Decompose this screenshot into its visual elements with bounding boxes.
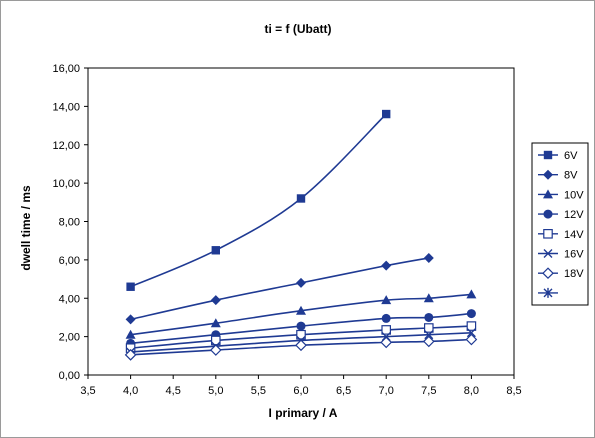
x-tick-label: 6,5	[336, 385, 351, 397]
legend-marker	[543, 229, 553, 239]
legend-box	[531, 142, 589, 306]
y-tick-label: 2,00	[59, 332, 80, 344]
data-point	[422, 335, 435, 348]
series-6v	[126, 109, 391, 291]
data-point	[381, 313, 391, 323]
legend-label: 12V	[564, 209, 584, 221]
data-point	[125, 314, 136, 325]
x-tick-label: 6,0	[293, 385, 308, 397]
legend-item: 10V	[538, 189, 584, 201]
x-tick-label: 7,5	[421, 385, 436, 397]
data-point	[209, 344, 222, 356]
data-point	[424, 312, 434, 322]
x-tick-label: 8,0	[464, 385, 479, 397]
legend-item: 6V	[538, 150, 578, 162]
y-tick-label: 4,00	[59, 293, 80, 305]
y-tick-label: 12,00	[52, 140, 80, 152]
y-tick-label: 6,00	[59, 255, 80, 267]
data-point	[296, 321, 306, 331]
data-point	[466, 309, 476, 319]
x-tick-label: 4,0	[123, 385, 138, 397]
legend-item: 16V	[538, 249, 584, 261]
legend-label: 8V	[564, 170, 578, 182]
data-point	[423, 293, 434, 303]
data-point	[381, 295, 392, 305]
data-point	[296, 194, 306, 203]
data-point	[295, 339, 307, 352]
y-tick-label: 10,00	[52, 178, 80, 190]
series-8v	[125, 252, 434, 325]
legend-marker	[543, 169, 553, 180]
x-tick-label: 5,0	[208, 385, 223, 397]
legend-label: 16V	[564, 249, 584, 261]
legend-label: 10V	[564, 189, 584, 201]
legend-marker	[543, 150, 553, 160]
data-point	[296, 305, 306, 315]
legend-marker	[543, 209, 553, 219]
data-point	[465, 333, 478, 346]
y-tick-label: 0,00	[59, 370, 80, 382]
legend-label: 14V	[564, 229, 584, 241]
x-tick-label: 4,5	[166, 385, 181, 397]
series-10v	[125, 289, 477, 339]
data-point	[382, 109, 391, 119]
y-tick-label: 16,00	[52, 63, 80, 75]
plot-area: 3,5 4,0 4,5 5,0 5,5 6,0 6,5 7,0 7,5 8,0 8,5 0,00 2,0…	[52, 63, 521, 397]
data-point	[125, 329, 136, 339]
legend-label: 18V	[564, 268, 584, 280]
y-tick-label: 14,00	[52, 101, 80, 113]
legend-marker	[543, 287, 553, 298]
y-axis-title: dwell time / ms	[19, 185, 33, 271]
legend: 6V 8V 10V 12V 14V 16V 18V	[531, 142, 589, 306]
data-point	[211, 246, 220, 255]
data-point	[210, 318, 221, 328]
x-tick-label: 3,5	[80, 385, 95, 397]
data-point	[466, 289, 477, 299]
data-point	[423, 252, 434, 263]
legend-marker	[543, 189, 553, 199]
data-point	[424, 323, 434, 333]
legend-item: 14V	[538, 229, 584, 241]
legend-item: 8V	[538, 169, 578, 182]
data-point	[381, 325, 391, 335]
x-tick-label: 7,0	[379, 385, 394, 397]
data-point	[126, 282, 135, 291]
series-line	[130, 113, 387, 288]
data-point	[381, 260, 392, 271]
legend-marker	[542, 267, 554, 280]
data-point	[380, 336, 393, 349]
legend-label: 6V	[564, 150, 578, 162]
data-point	[210, 295, 221, 306]
data-point	[466, 321, 477, 331]
legend-marker	[543, 249, 553, 258]
data-point	[424, 330, 434, 340]
x-axis-title: I primary / A	[269, 406, 338, 420]
data-point	[466, 328, 476, 338]
series-layer	[124, 109, 478, 361]
x-tick-label: 5,5	[251, 385, 266, 397]
x-tick-label: 8,5	[506, 385, 521, 397]
series-14v	[125, 321, 477, 353]
data-point	[296, 329, 306, 340]
legend-item: 12V	[538, 209, 584, 221]
legend-item: 18V	[538, 267, 584, 280]
chart-title: ti = f (Ubatt)	[265, 22, 332, 36]
data-point	[296, 277, 306, 288]
y-tick-label: 8,00	[59, 217, 80, 229]
data-point	[124, 349, 137, 361]
series-18v	[124, 333, 478, 361]
legend-item	[538, 287, 558, 298]
